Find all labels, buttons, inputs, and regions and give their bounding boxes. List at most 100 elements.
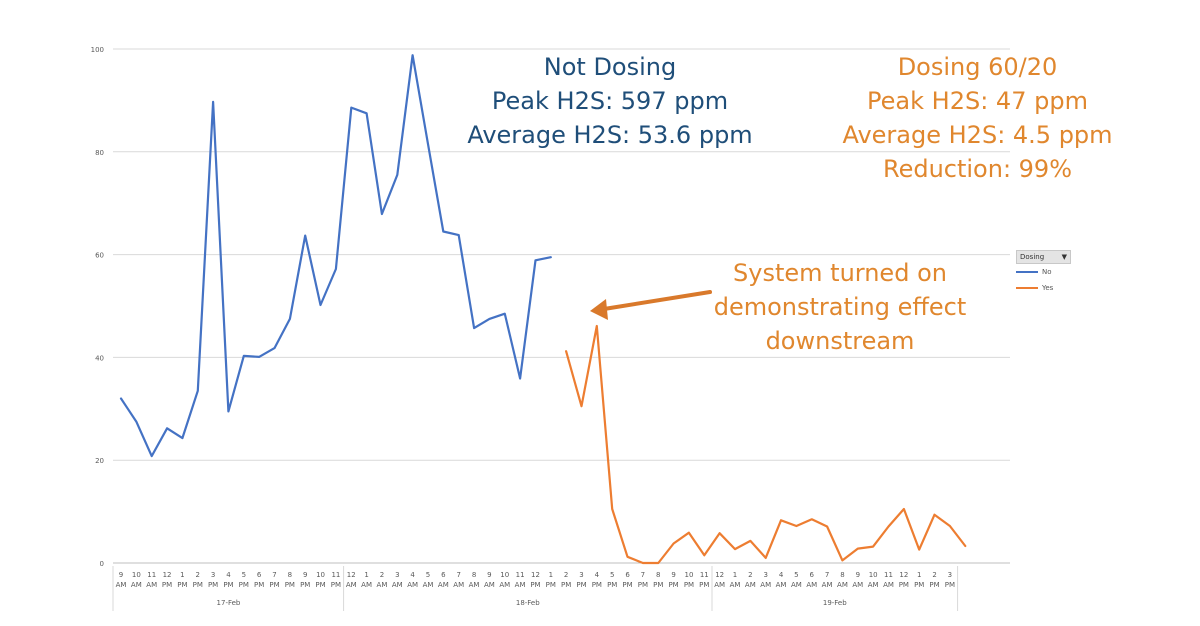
dosing-peak: Peak H2S: 47 ppm	[867, 87, 1088, 115]
y-tick-label: 60	[95, 252, 104, 260]
legend-swatch-yes	[1016, 287, 1038, 289]
x-tick-ampm: AM	[745, 581, 756, 589]
x-tick-ampm: AM	[438, 581, 449, 589]
x-tick-ampm: AM	[791, 581, 802, 589]
x-tick-label: 3	[948, 571, 952, 579]
x-tick-ampm: PM	[945, 581, 955, 589]
y-tick-label: 0	[100, 560, 104, 568]
legend-entry-no: No	[1016, 264, 1076, 280]
x-tick-ampm: PM	[269, 581, 279, 589]
x-axis: 9AM10AM11AM12PM1PM2PM3PM4PM5PM6PM7PM8PM9…	[112, 566, 959, 611]
x-tick-ampm: PM	[254, 581, 264, 589]
y-tick-label: 80	[95, 149, 104, 157]
legend-swatch-no	[1016, 271, 1038, 273]
x-tick-ampm: PM	[929, 581, 939, 589]
x-tick-label: 8	[656, 571, 660, 579]
x-tick-ampm: AM	[760, 581, 771, 589]
x-tick-ampm: AM	[423, 581, 434, 589]
x-tick-label: 1	[180, 571, 184, 579]
x-tick-ampm: PM	[653, 581, 663, 589]
x-tick-ampm: PM	[300, 581, 310, 589]
dosing-title: Dosing 60/20	[897, 53, 1058, 81]
x-tick-label: 7	[641, 571, 645, 579]
series-line-no	[119, 54, 552, 458]
x-tick-ampm: PM	[668, 581, 678, 589]
x-tick-ampm: AM	[116, 581, 127, 589]
x-tick-label: 7	[825, 571, 829, 579]
x-tick-ampm: PM	[699, 581, 709, 589]
x-tick-ampm: AM	[822, 581, 833, 589]
x-tick-ampm: PM	[592, 581, 602, 589]
not-dosing-peak: Peak H2S: 597 ppm	[491, 87, 729, 115]
x-tick-label: 2	[564, 571, 568, 579]
y-tick-label: 20	[95, 457, 104, 465]
x-tick-label: 8	[288, 571, 292, 579]
x-tick-label: 8	[472, 571, 476, 579]
x-tick-ampm: AM	[499, 581, 510, 589]
x-tick-ampm: PM	[315, 581, 325, 589]
x-tick-ampm: AM	[346, 581, 357, 589]
y-axis-ticks: 0 20 40 60 80 100	[91, 46, 104, 568]
system-line-3: downstream	[765, 327, 915, 355]
x-tick-label: 4	[779, 571, 784, 579]
dosing-average: Average H2S: 4.5 ppm	[842, 121, 1113, 149]
x-tick-label: 7	[456, 571, 460, 579]
x-tick-label: 11	[700, 571, 709, 579]
annotation-arrow	[590, 290, 712, 320]
x-tick-label: 10	[500, 571, 509, 579]
x-tick-ampm: AM	[453, 581, 464, 589]
x-tick-label: 6	[441, 571, 446, 579]
x-tick-ampm: AM	[714, 581, 725, 589]
series-lines	[119, 54, 967, 565]
legend-label-no: No	[1042, 268, 1052, 276]
y-tick-label: 100	[91, 46, 104, 54]
x-tick-ampm: PM	[239, 581, 249, 589]
legend-label-yes: Yes	[1042, 284, 1054, 292]
x-tick-ampm: AM	[484, 581, 495, 589]
x-tick-label: 9	[856, 571, 860, 579]
x-tick-label: 3	[763, 571, 767, 579]
system-turned-on-annotation: System turned on demonstrating effect do…	[700, 256, 980, 358]
x-tick-ampm: PM	[561, 581, 571, 589]
system-line-2: demonstrating effect	[713, 293, 967, 321]
system-line-1: System turned on	[733, 259, 947, 287]
gridlines	[113, 48, 1010, 564]
x-tick-label: 8	[840, 571, 844, 579]
x-tick-label: 1	[364, 571, 368, 579]
x-tick-ampm: PM	[914, 581, 924, 589]
x-tick-ampm: AM	[868, 581, 879, 589]
x-tick-ampm: AM	[377, 581, 388, 589]
x-tick-label: 9	[487, 571, 491, 579]
not-dosing-annotation: Not Dosing Peak H2S: 597 ppm Average H2S…	[460, 50, 760, 152]
x-tick-ampm: PM	[331, 581, 341, 589]
x-tick-ampm: AM	[469, 581, 480, 589]
y-tick-label: 40	[95, 354, 104, 362]
x-tick-ampm: PM	[684, 581, 694, 589]
x-tick-label: 11	[516, 571, 525, 579]
x-tick-label: 9	[303, 571, 307, 579]
x-tick-label: 10	[869, 571, 878, 579]
arrow-shaft	[602, 290, 712, 311]
x-tick-label: 7	[272, 571, 276, 579]
x-tick-ampm: PM	[622, 581, 632, 589]
x-tick-ampm: PM	[208, 581, 218, 589]
not-dosing-average: Average H2S: 53.6 ppm	[467, 121, 753, 149]
dosing-reduction: Reduction: 99%	[882, 155, 1073, 183]
x-tick-label: 6	[810, 571, 815, 579]
arrow-head	[590, 299, 608, 320]
x-tick-label: 11	[331, 571, 340, 579]
x-tick-label: 11	[147, 571, 156, 579]
legend-filter-button[interactable]: Dosing ▼	[1016, 250, 1071, 264]
x-tick-label: 10	[132, 571, 141, 579]
x-tick-ampm: AM	[146, 581, 157, 589]
x-tick-label: 4	[226, 571, 231, 579]
x-tick-label: 5	[610, 571, 614, 579]
legend-entry-yes: Yes	[1016, 280, 1076, 296]
x-tick-label: 4	[410, 571, 415, 579]
x-tick-label: 1	[549, 571, 553, 579]
x-tick-label: 5	[426, 571, 430, 579]
x-tick-ampm: AM	[852, 581, 863, 589]
x-tick-ampm: AM	[392, 581, 403, 589]
x-tick-label: 3	[579, 571, 583, 579]
not-dosing-title: Not Dosing	[543, 53, 677, 81]
